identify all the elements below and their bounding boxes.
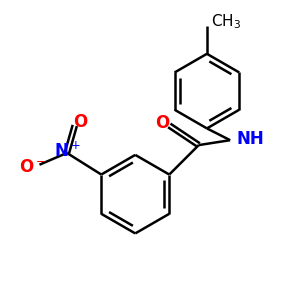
Text: N$^+$: N$^+$ — [55, 141, 81, 160]
Text: O$^-$: O$^-$ — [19, 158, 46, 176]
Text: O: O — [74, 112, 88, 130]
Text: NH: NH — [236, 130, 264, 148]
Text: O: O — [155, 113, 170, 131]
Text: CH$_3$: CH$_3$ — [211, 12, 241, 31]
